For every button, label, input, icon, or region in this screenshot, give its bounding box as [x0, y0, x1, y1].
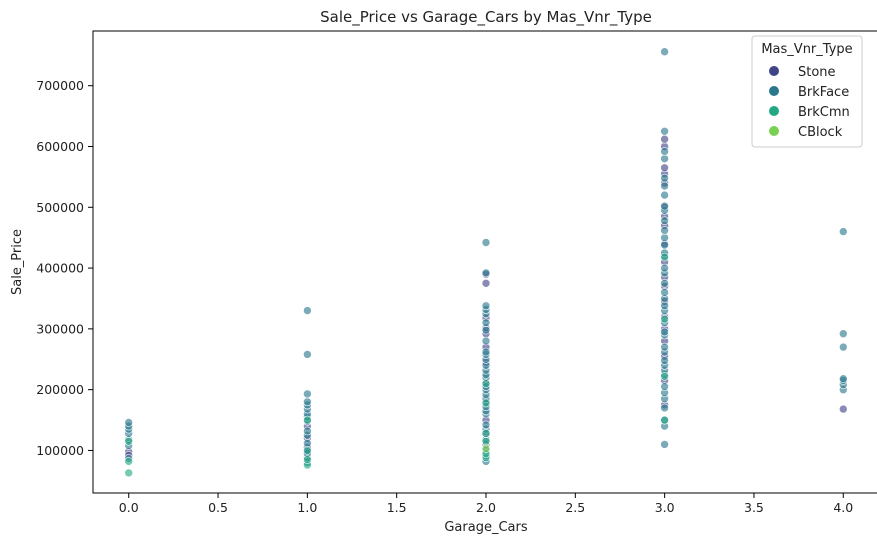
y-tick-label: 500000 — [36, 200, 84, 215]
point-brkface-19 — [303, 389, 312, 399]
y-tick-label: 700000 — [36, 78, 84, 93]
point-brkface-44 — [481, 318, 491, 328]
y-axis-label: Sale_Price — [10, 229, 25, 295]
legend-title: Mas_Vnr_Type — [761, 42, 852, 57]
point-brkface-18 — [303, 397, 312, 407]
point-brkface-47 — [481, 301, 491, 311]
point-brkcmn-9 — [481, 436, 491, 446]
x-tick-label: 3.5 — [744, 500, 764, 515]
legend-label-brkcmn: BrkCmn — [798, 105, 850, 120]
legend: Mas_Vnr_Type Stone BrkFace BrkCmn CBlock — [751, 35, 863, 148]
x-tick-label: 2.5 — [565, 500, 585, 515]
point-brkface-50 — [660, 440, 669, 449]
point-cblock-0 — [481, 444, 491, 453]
point-brkface-64 — [660, 327, 669, 337]
point-brkface-78 — [660, 216, 669, 225]
chart-title: Sale_Price vs Garage_Cars by Mas_Vnr_Typ… — [320, 8, 652, 27]
y-axis: 100000 200000 300000 400000 500000 600000 7000… — [36, 78, 93, 458]
point-brkface-81 — [660, 190, 669, 200]
legend-marker-brkface — [769, 86, 779, 96]
point-brkface-41 — [481, 347, 491, 357]
point-brkcmn-10 — [481, 429, 491, 438]
point-brkcmn-1 — [124, 457, 133, 466]
point-brkface-93 — [838, 329, 848, 339]
point-brkface-60 — [660, 356, 669, 365]
point-brkface-49 — [481, 238, 491, 247]
point-brkface-91 — [838, 374, 848, 384]
point-brkcmn-13 — [660, 415, 669, 425]
point-brkface-27 — [481, 420, 491, 430]
point-brkface-10 — [303, 438, 312, 448]
y-tick-label: 300000 — [36, 321, 84, 336]
x-tick-label: 1.0 — [297, 500, 317, 515]
point-brkface-12 — [303, 426, 312, 436]
legend-marker-stone — [769, 66, 779, 76]
point-brkface-69 — [660, 288, 669, 297]
y-tick-label: 200000 — [36, 382, 84, 397]
x-axis: 0.0 0.5 1.0 1.5 2.0 2.5 3.0 3.5 4.0 — [119, 493, 853, 515]
point-brkface-94 — [838, 227, 848, 236]
point-brkface-82 — [660, 181, 669, 191]
point-brkcmn-12 — [481, 379, 491, 388]
point-brkface-92 — [838, 342, 848, 352]
y-tick-label: 100000 — [36, 443, 84, 458]
point-brkface-87 — [660, 47, 669, 57]
point-brkface-48 — [481, 268, 491, 278]
point-stone-36 — [660, 134, 669, 144]
x-tick-label: 3.0 — [655, 500, 675, 515]
legend-label-brkface: BrkFace — [798, 85, 849, 100]
point-brkface-53 — [660, 403, 669, 413]
point-brkface-42 — [481, 336, 491, 346]
point-brkface-75 — [660, 240, 669, 250]
point-brkface-20 — [303, 350, 312, 359]
point-stone-16 — [481, 278, 491, 288]
point-brkcmn-16 — [660, 252, 669, 262]
x-tick-label: 0.5 — [208, 500, 228, 515]
point-brkface-4 — [124, 418, 133, 427]
point-brkface-84 — [660, 154, 669, 163]
y-tick-label: 600000 — [36, 139, 84, 154]
points-layer — [124, 47, 848, 478]
point-brkface-43 — [481, 325, 491, 335]
point-brkface-76 — [660, 233, 669, 242]
point-brkcmn-4 — [303, 455, 312, 464]
y-tick-label: 400000 — [36, 261, 84, 276]
legend-marker-brkcmn — [769, 106, 779, 116]
x-tick-label: 2.0 — [476, 500, 496, 515]
point-brkface-70 — [660, 278, 669, 288]
point-brkcmn-5 — [303, 446, 312, 455]
point-brkcmn-0 — [124, 468, 133, 478]
point-brkface-77 — [660, 226, 669, 235]
point-brkface-72 — [660, 263, 669, 273]
x-tick-label: 0.0 — [119, 500, 139, 515]
point-stone-34 — [660, 163, 669, 173]
x-axis-label: Garage_Cars — [444, 520, 527, 535]
x-tick-label: 4.0 — [833, 500, 853, 515]
point-stone-37 — [838, 404, 848, 414]
point-brkface-67 — [660, 301, 669, 311]
point-brkface-86 — [660, 127, 669, 136]
x-tick-label: 1.5 — [387, 500, 407, 515]
point-brkcmn-6 — [303, 415, 312, 425]
point-brkface-56 — [660, 382, 669, 391]
point-brkface-80 — [660, 201, 669, 211]
point-brkcmn-15 — [660, 314, 669, 324]
point-brkface-21 — [303, 306, 312, 315]
legend-label-stone: Stone — [798, 65, 836, 80]
legend-box — [751, 35, 863, 148]
legend-label-cblock: CBlock — [798, 125, 843, 140]
point-brkcmn-14 — [660, 371, 669, 381]
point-brkcmn-11 — [481, 398, 491, 408]
legend-items: Stone BrkFace BrkCmn CBlock — [769, 65, 850, 140]
point-brkface-85 — [660, 147, 669, 156]
legend-marker-cblock — [769, 126, 779, 136]
point-brkface-62 — [660, 342, 669, 352]
point-brkcmn-2 — [124, 436, 133, 446]
point-brkface-83 — [660, 173, 669, 183]
